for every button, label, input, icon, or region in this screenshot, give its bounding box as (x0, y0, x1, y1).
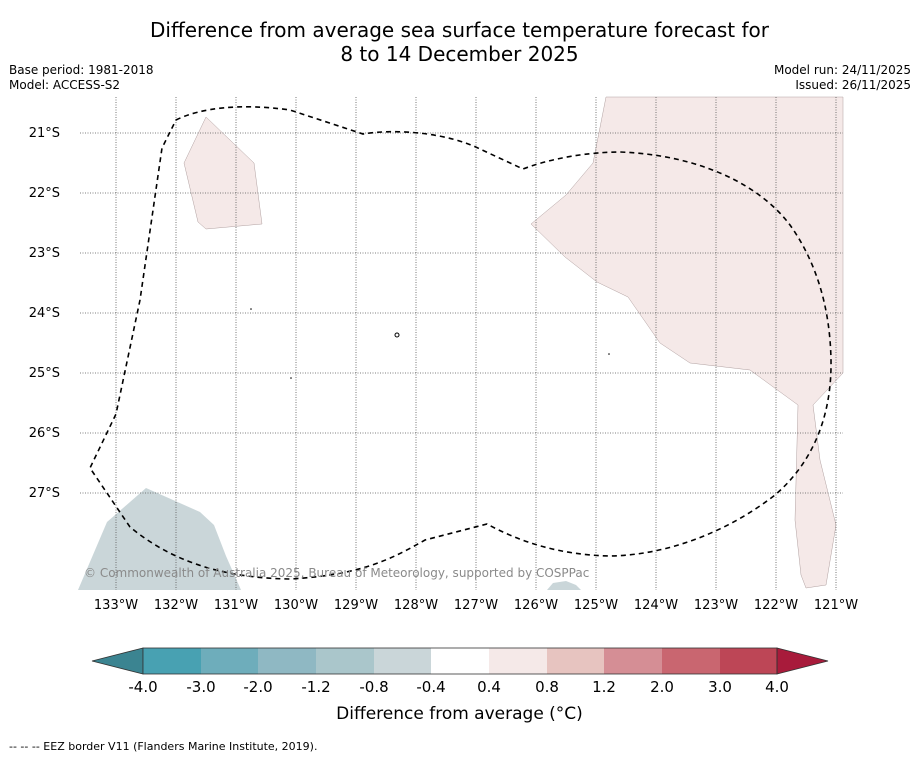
lat-label: 26°S (28, 426, 60, 441)
colorbar-bin (258, 648, 316, 674)
warm-anomaly-region-east (530, 96, 844, 589)
map-title: Difference from average sea surface temp… (0, 18, 919, 66)
colorbar-tick-label: -1.2 (301, 678, 331, 696)
cool-anomaly-region-southwest (78, 488, 241, 590)
colorbar-tick-label: 2.0 (650, 678, 674, 696)
colorbar-frame (142, 647, 778, 675)
colorbar-bin (547, 648, 604, 674)
colorbar-tick-label: -2.0 (243, 678, 273, 696)
lon-label: 130°W (273, 598, 319, 613)
lon-label: 132°W (153, 598, 199, 613)
lat-label: 21°S (28, 126, 60, 141)
meta-right: Model run: 24/11/2025 Issued: 26/11/2025 (774, 63, 911, 93)
longitude-gridlines (115, 97, 837, 590)
warm-anomaly-region-west (183, 116, 263, 230)
copyright-notice: © Commonwealth of Australia 2025, Bureau… (84, 566, 590, 580)
meta-left: Base period: 1981-2018 Model: ACCESS-S2 (9, 63, 154, 93)
eez-border (89, 106, 832, 580)
lon-label: 127°W (453, 598, 499, 613)
base-period: Base period: 1981-2018 (9, 63, 154, 77)
lon-label: 122°W (753, 598, 799, 613)
colorbar-bin (604, 648, 662, 674)
island-1 (394, 332, 400, 338)
lon-label: 133°W (93, 598, 139, 613)
lon-label: 129°W (333, 598, 379, 613)
colorbar-bin (143, 648, 201, 674)
lat-label: 25°S (28, 366, 60, 381)
colorbar-bin (374, 648, 431, 674)
colorbar-bin (316, 648, 374, 674)
lon-label: 128°W (393, 598, 439, 613)
colorbar-tick-label: 0.8 (535, 678, 559, 696)
colorbar-tick-label: -4.0 (128, 678, 158, 696)
cool-anomaly-region-south (547, 581, 581, 590)
colorbar-bin (720, 648, 777, 674)
lon-label: 124°W (633, 598, 679, 613)
colorbar-tick-label: 0.4 (477, 678, 501, 696)
island-4 (608, 353, 610, 355)
lat-label: 27°S (28, 486, 60, 501)
colorbar-bin (489, 648, 547, 674)
lon-label: 125°W (573, 598, 619, 613)
island-2 (250, 308, 252, 310)
lon-label: 123°W (693, 598, 739, 613)
lat-label: 24°S (28, 306, 60, 321)
colorbar-tick-label: -3.0 (186, 678, 216, 696)
colorbar-bin (431, 648, 489, 674)
colorbar-tick-label: 1.2 (592, 678, 616, 696)
issued-date: Issued: 26/11/2025 (795, 78, 911, 92)
colorbar-bin (201, 648, 258, 674)
model-run: Model run: 24/11/2025 (773, 63, 911, 77)
colorbar-tick-label: 3.0 (708, 678, 732, 696)
colorbar-tick-label: -0.4 (416, 678, 446, 696)
model-name: Model: ACCESS-S2 (9, 78, 121, 92)
colorbar (91, 647, 829, 675)
title-line-2: 8 to 14 December 2025 (340, 42, 579, 66)
lat-label: 22°S (28, 186, 60, 201)
lon-label: 121°W (813, 598, 859, 613)
lat-label: 23°S (28, 246, 60, 261)
eez-legend-note: -- -- -- EEZ border V11 (Flanders Marine… (9, 740, 318, 753)
lon-label: 126°W (513, 598, 559, 613)
colorbar-tick-label: -0.8 (359, 678, 389, 696)
lon-label: 131°W (213, 598, 259, 613)
colorbar-extend-high (776, 647, 829, 675)
colorbar-extend-low (91, 647, 144, 675)
title-line-1: Difference from average sea surface temp… (149, 18, 769, 42)
colorbar-bin (662, 648, 720, 674)
colorbar-tick-label: 4.0 (765, 678, 789, 696)
island-3 (290, 377, 292, 379)
colorbar-title: Difference from average (°C) (336, 704, 583, 724)
